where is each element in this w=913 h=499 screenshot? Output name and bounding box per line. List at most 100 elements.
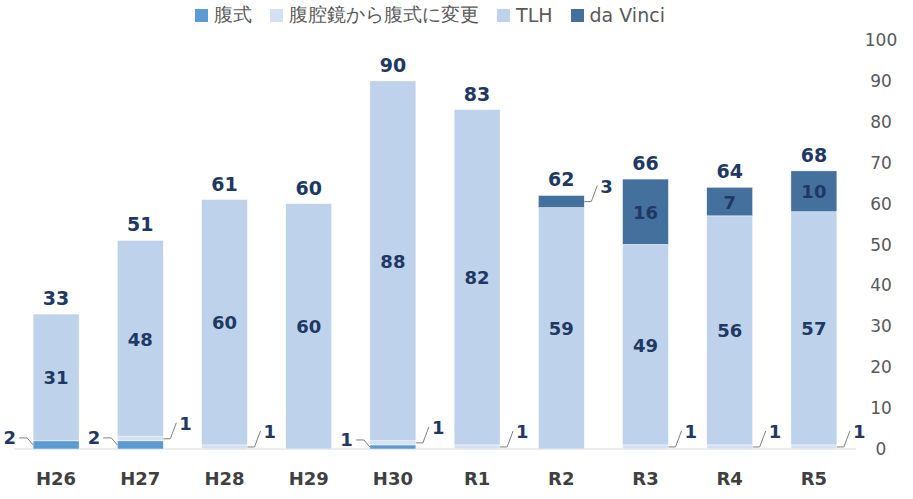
tick-mark xyxy=(856,40,859,41)
x-tick-label: H29 xyxy=(289,468,329,489)
legend-label: da Vinci xyxy=(590,4,665,26)
legend-label: 腹腔鏡から腹式に変更 xyxy=(289,2,479,28)
data-label: 10 xyxy=(801,181,826,202)
bar-segment xyxy=(538,208,584,449)
total-label: 66 xyxy=(632,152,658,174)
bar-segment xyxy=(454,445,500,449)
total-label: 90 xyxy=(380,54,406,76)
legend-swatch xyxy=(571,9,584,22)
data-label: 2 xyxy=(4,427,17,448)
x-tick-label: R2 xyxy=(548,468,574,489)
bar-segment xyxy=(370,445,416,449)
legend-item: da Vinci xyxy=(571,4,665,26)
data-label: 7 xyxy=(723,192,736,213)
bar-segment xyxy=(707,445,753,449)
data-label: 3 xyxy=(600,176,613,197)
y-tick-label: 20 xyxy=(870,357,892,377)
plot: 0102030405060708090100231332148511606160… xyxy=(0,0,913,499)
bar-segment xyxy=(117,437,163,441)
x-tick-label: H30 xyxy=(373,468,413,489)
leader-line xyxy=(837,431,850,447)
tick-mark xyxy=(856,449,859,450)
bars xyxy=(33,81,837,449)
data-label: 82 xyxy=(465,267,490,288)
data-label: 56 xyxy=(717,320,742,341)
tick-mark xyxy=(856,121,859,122)
leader-line xyxy=(584,186,597,202)
bar-segment xyxy=(202,199,248,200)
x-tick-label: R4 xyxy=(717,468,743,489)
data-label: 60 xyxy=(296,316,321,337)
total-label: 51 xyxy=(127,213,153,235)
y-tick-label: 0 xyxy=(876,439,887,459)
data-label: 1 xyxy=(432,417,445,438)
bar-segment xyxy=(707,216,753,445)
y-tick-label: 50 xyxy=(870,235,892,255)
data-label: 48 xyxy=(128,329,153,350)
legend-item: TLH xyxy=(497,4,552,26)
x-tick-label: H28 xyxy=(204,468,244,489)
legend: 腹式 腹腔鏡から腹式に変更 TLH da Vinci xyxy=(0,2,860,28)
labels: 2313321485116061606011889018283593621491… xyxy=(4,54,866,450)
total-label: 33 xyxy=(43,287,69,309)
bar-segment xyxy=(791,212,837,445)
bar-segment xyxy=(117,240,163,436)
bar-segment xyxy=(791,445,837,449)
total-label: 68 xyxy=(801,144,827,166)
tick-mark xyxy=(856,285,859,286)
bar-segment xyxy=(454,110,500,445)
bar-segment xyxy=(454,109,500,110)
tick-mark xyxy=(856,80,859,81)
y-tick-label: 80 xyxy=(870,112,892,132)
y-tick-label: 10 xyxy=(870,398,892,418)
legend-swatch xyxy=(195,9,208,22)
bar-segment xyxy=(117,441,163,449)
data-label: 57 xyxy=(801,318,826,339)
legend-item: 腹式 xyxy=(195,2,252,28)
y-tick-label: 30 xyxy=(870,316,892,336)
bar-segment xyxy=(117,240,163,241)
bar-segment xyxy=(538,195,584,207)
bar-segment xyxy=(286,204,332,449)
bar-segment xyxy=(202,200,248,445)
bar-segment xyxy=(623,179,669,244)
total-label: 64 xyxy=(716,160,742,182)
data-label: 49 xyxy=(633,335,658,356)
bar-segment xyxy=(33,314,79,315)
leader-line xyxy=(669,431,682,447)
data-label: 1 xyxy=(769,421,782,442)
data-label: 1 xyxy=(516,421,529,442)
tick-mark xyxy=(856,367,859,368)
bar-segment xyxy=(623,445,669,449)
legend-label: 腹式 xyxy=(214,2,252,28)
y-tick-label: 100 xyxy=(865,30,897,50)
x-tick-label: H27 xyxy=(120,468,160,489)
y-tick-label: 60 xyxy=(870,194,892,214)
legend-swatch xyxy=(497,9,510,22)
tick-mark xyxy=(856,162,859,163)
y-tick-label: 40 xyxy=(870,275,892,295)
bar-segment xyxy=(791,171,837,212)
leader-line xyxy=(248,431,261,447)
leader-line xyxy=(103,438,117,445)
tick-mark xyxy=(856,203,859,204)
legend-item: 腹腔鏡から腹式に変更 xyxy=(270,2,479,28)
bar-segment xyxy=(202,445,248,449)
x-tick-label: R3 xyxy=(632,468,658,489)
total-label: 60 xyxy=(295,177,321,199)
data-label: 1 xyxy=(685,421,698,442)
data-label: 59 xyxy=(549,318,574,339)
x-tick-label: H26 xyxy=(36,468,76,489)
leader-line xyxy=(356,440,370,447)
bar-segment xyxy=(33,314,79,441)
leader-line xyxy=(753,431,766,447)
bar-segment xyxy=(623,245,669,445)
bar-segment xyxy=(370,80,416,81)
bar-segment xyxy=(370,81,416,441)
total-label: 83 xyxy=(464,83,490,105)
legend-swatch xyxy=(270,9,283,22)
tick-mark xyxy=(856,244,859,245)
bar-segment xyxy=(286,203,332,204)
tick-mark xyxy=(856,326,859,327)
leader-line xyxy=(500,431,513,447)
